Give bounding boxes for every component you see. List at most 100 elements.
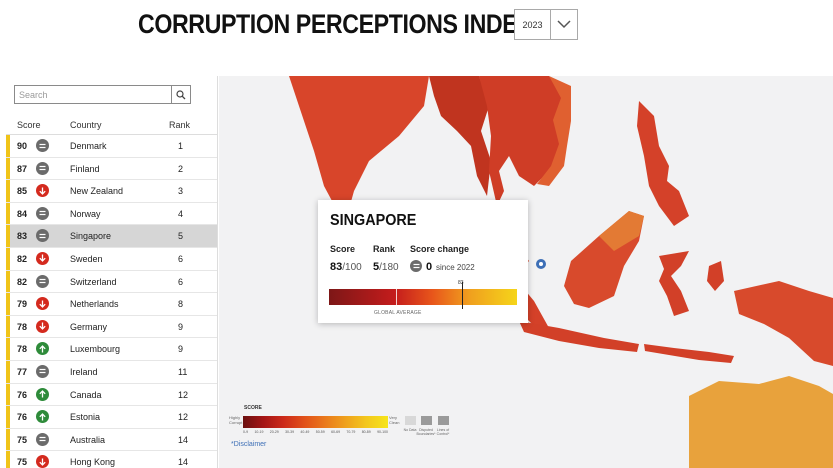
no-data-swatch <box>405 416 416 425</box>
equals-icon <box>36 206 49 220</box>
score-color-bar <box>6 338 10 360</box>
row-rank: 4 <box>178 208 184 219</box>
row-score: 78 <box>17 344 28 355</box>
row-country: Estonia <box>70 412 101 423</box>
table-row[interactable]: 78 Luxembourg 9 <box>6 338 217 361</box>
row-country: Denmark <box>70 141 107 151</box>
arrow-up-icon <box>36 410 49 424</box>
score-color-bar <box>6 293 10 315</box>
map-region-new-guinea <box>734 281 833 366</box>
score-color-bar <box>6 383 10 406</box>
row-score: 84 <box>17 208 28 219</box>
tooltip-rank-label: Rank <box>373 244 396 254</box>
score-color-bar <box>6 406 10 428</box>
disputed-swatch <box>421 416 432 425</box>
map-region-philippines <box>637 101 689 226</box>
row-rank: 11 <box>178 366 188 377</box>
equals-icon <box>36 274 49 288</box>
table-row[interactable]: 77 Ireland 11 <box>6 360 217 384</box>
search-icon[interactable] <box>171 86 190 103</box>
table-row[interactable]: 79 Netherlands 8 <box>6 293 217 316</box>
location-pin-icon <box>536 259 546 269</box>
score-color-bar <box>6 247 10 270</box>
table-row[interactable]: 76 Estonia 12 <box>6 406 217 429</box>
row-country: Canada <box>70 389 102 400</box>
row-country: Switzerland <box>70 276 117 287</box>
row-score: 78 <box>17 321 28 332</box>
row-country: Germany <box>70 321 108 332</box>
score-color-bar <box>6 270 10 293</box>
tooltip-country-name: SINGAPORE <box>330 212 417 229</box>
row-country: Sweden <box>70 253 103 264</box>
chevron-down-icon[interactable] <box>551 10 577 39</box>
row-country: Australia <box>70 434 106 445</box>
equals-icon <box>36 161 49 175</box>
table-row[interactable]: 75 Hong Kong 14 <box>6 451 217 468</box>
disputed-label: Disputed Boundaries* <box>416 428 436 436</box>
table-row[interactable]: 82 Switzerland 6 <box>6 270 217 294</box>
table-row[interactable]: 78 Germany 9 <box>6 315 217 339</box>
legend-tick: 90-100 <box>377 430 388 434</box>
table-row[interactable]: 76 Canada 12 <box>6 383 217 407</box>
search-box[interactable] <box>14 85 191 104</box>
map-region-java <box>519 321 639 352</box>
row-rank: 12 <box>178 412 189 423</box>
map-legend: SCORE Highly Corrupt Very Clean 0-9 10-19… <box>229 405 459 445</box>
table-row[interactable]: 83 Singapore 5 <box>6 225 217 248</box>
legend-tick: 60-69 <box>331 430 341 434</box>
map-region-australia <box>689 376 833 468</box>
score-color-bar <box>6 180 10 202</box>
table-row[interactable]: 85 New Zealand 3 <box>6 180 217 203</box>
row-score: 83 <box>17 231 28 242</box>
legend-tick: 40-49 <box>300 430 310 434</box>
disclaimer-link[interactable]: *Disclaimer <box>231 441 267 448</box>
row-rank: 9 <box>178 321 184 332</box>
arrow-down-icon <box>36 297 49 311</box>
table-row[interactable]: 82 Sweden 6 <box>6 247 217 271</box>
score-color-bar <box>6 157 10 180</box>
legend-title: SCORE <box>244 405 262 411</box>
table-row[interactable]: 87 Finland 2 <box>6 157 217 181</box>
legend-tick: 20-29 <box>269 430 279 434</box>
legend-color-scale <box>243 416 388 428</box>
score-column-header[interactable]: Score <box>17 120 41 130</box>
equals-icon <box>36 432 49 446</box>
control-label: Lines of Control* <box>436 428 450 436</box>
arrow-down-icon <box>36 455 49 468</box>
table-row[interactable]: 90 Denmark 1 <box>6 135 217 158</box>
search-input[interactable] <box>15 86 171 103</box>
arrow-down-icon <box>36 184 49 198</box>
score-marker-value: 83 <box>458 280 464 286</box>
row-rank: 1 <box>178 141 184 151</box>
legend-low-label: Very Clean <box>389 415 400 425</box>
global-average-label: GLOBAL AVERAGE <box>374 310 422 316</box>
row-country: Ireland <box>70 366 98 377</box>
row-rank: 9 <box>178 344 184 355</box>
row-rank: 5 <box>178 231 184 242</box>
legend-ticks: 0-9 10-19 20-29 30-39 40-49 50-59 60-69 70-79 80… <box>243 430 388 434</box>
row-rank: 3 <box>178 186 184 197</box>
global-average-line <box>396 289 397 305</box>
arrow-up-icon <box>36 387 49 401</box>
equals-icon <box>36 229 49 243</box>
row-rank: 6 <box>178 276 184 287</box>
row-score: 82 <box>17 253 28 264</box>
table-row[interactable]: 84 Norway 4 <box>6 202 217 226</box>
row-score: 82 <box>17 276 28 287</box>
row-country: Luxembourg <box>70 344 121 355</box>
map-region-borneo-north <box>599 211 644 251</box>
row-country: Finland <box>70 163 100 174</box>
map-region-vietnam <box>537 76 571 186</box>
table-row[interactable]: 75 Australia 14 <box>6 428 217 452</box>
tooltip-rank: 5/180 <box>373 261 399 273</box>
map-region-lesser-sunda <box>644 344 734 363</box>
legend-tick: 10-19 <box>254 430 264 434</box>
map-region-moluccas <box>707 261 724 291</box>
country-list: 90 Denmark 1 87 Finland 2 85 New Zealand 3 84 Norw… <box>6 135 217 468</box>
country-column-header[interactable]: Country <box>70 120 102 130</box>
tooltip-change: 0 <box>426 261 433 273</box>
row-country: New Zealand <box>70 186 124 197</box>
equals-icon <box>36 139 49 152</box>
rank-column-header[interactable]: Rank <box>169 120 191 130</box>
year-select[interactable]: 2023 <box>514 9 578 40</box>
